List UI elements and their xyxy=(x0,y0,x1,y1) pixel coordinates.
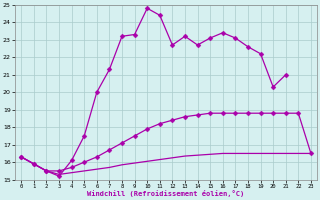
X-axis label: Windchill (Refroidissement éolien,°C): Windchill (Refroidissement éolien,°C) xyxy=(87,190,245,197)
